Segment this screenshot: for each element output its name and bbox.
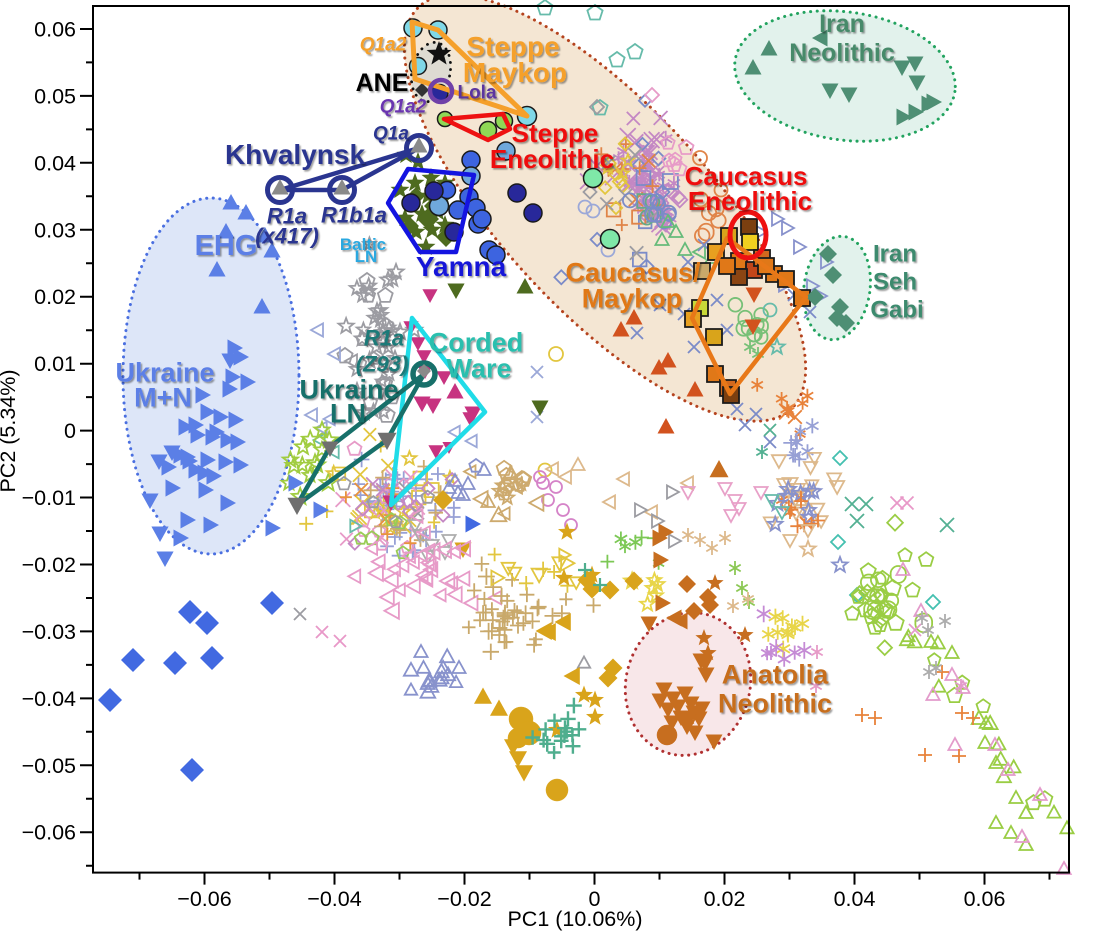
svg-text:Caucasus/: Caucasus/	[565, 257, 701, 287]
svg-text:Anatolia: Anatolia	[722, 659, 829, 689]
svg-text:Eneolithic: Eneolithic	[490, 144, 614, 174]
svg-text:0.04: 0.04	[834, 887, 876, 911]
svg-text:Maykop: Maykop	[582, 283, 683, 313]
svg-text:−0.01: −0.01	[22, 486, 76, 510]
svg-text:0: 0	[64, 419, 76, 443]
svg-text:Steppe: Steppe	[466, 31, 559, 62]
svg-text:0.01: 0.01	[34, 352, 76, 376]
svg-text:−0.02: −0.02	[22, 553, 76, 577]
svg-text:0.04: 0.04	[34, 151, 76, 175]
svg-text:R1b1a: R1b1a	[321, 203, 387, 228]
svg-text:Steppe: Steppe	[512, 118, 599, 148]
svg-text:Gabi: Gabi	[870, 296, 923, 323]
svg-text:−0.04: −0.04	[22, 687, 76, 711]
svg-text:R1a: R1a	[364, 326, 404, 351]
svg-text:0.06: 0.06	[964, 887, 1006, 911]
svg-text:0.03: 0.03	[34, 218, 76, 242]
svg-text:LN: LN	[330, 398, 366, 428]
svg-text:Q1a2: Q1a2	[380, 97, 427, 118]
svg-text:Seh: Seh	[873, 268, 917, 295]
svg-text:Iran: Iran	[819, 10, 865, 38]
svg-text:0.02: 0.02	[34, 285, 76, 309]
svg-text:Neolithic: Neolithic	[718, 688, 832, 718]
svg-text:PC1 (10.06%): PC1 (10.06%)	[507, 907, 642, 931]
svg-text:(Z93): (Z93)	[356, 352, 409, 377]
svg-text:Q1a2: Q1a2	[360, 35, 407, 56]
svg-text:EHG: EHG	[195, 230, 258, 262]
svg-text:Khvalynsk: Khvalynsk	[225, 139, 365, 170]
svg-text:R1a: R1a	[267, 204, 307, 229]
svg-text:Ukraine: Ukraine	[299, 374, 398, 404]
svg-text:−0.02: −0.02	[437, 887, 491, 911]
svg-text:Ukraine: Ukraine	[115, 357, 214, 387]
svg-text:ANE: ANE	[356, 69, 409, 97]
svg-text:−0.05: −0.05	[22, 754, 76, 778]
svg-text:0: 0	[589, 887, 601, 911]
svg-text:0.05: 0.05	[34, 84, 76, 108]
svg-text:−0.04: −0.04	[307, 887, 361, 911]
svg-text:−0.03: −0.03	[22, 620, 76, 644]
svg-text:Q1a: Q1a	[373, 124, 409, 145]
svg-text:Lola: Lola	[457, 83, 496, 104]
svg-text:Eneolithic: Eneolithic	[688, 186, 812, 216]
svg-text:−0.06: −0.06	[22, 821, 76, 845]
svg-text:Caucasus: Caucasus	[685, 161, 808, 191]
svg-text:Iran: Iran	[873, 240, 917, 267]
svg-text:(x417): (x417)	[255, 224, 319, 249]
svg-text:Maykop: Maykop	[463, 57, 567, 88]
svg-text:Yamna: Yamna	[416, 251, 507, 282]
svg-text:Ware: Ware	[446, 353, 511, 383]
svg-text:0.02: 0.02	[704, 887, 746, 911]
svg-text:−0.06: −0.06	[177, 887, 231, 911]
svg-text:Baltic: Baltic	[340, 235, 386, 254]
svg-text:LN: LN	[355, 247, 378, 266]
svg-text:Neolithic: Neolithic	[789, 39, 895, 67]
svg-text:PC2 (5.34%): PC2 (5.34%)	[0, 369, 20, 492]
svg-text:M+N: M+N	[134, 382, 192, 412]
svg-text:0.06: 0.06	[34, 18, 76, 42]
svg-text:Corded: Corded	[429, 327, 524, 357]
